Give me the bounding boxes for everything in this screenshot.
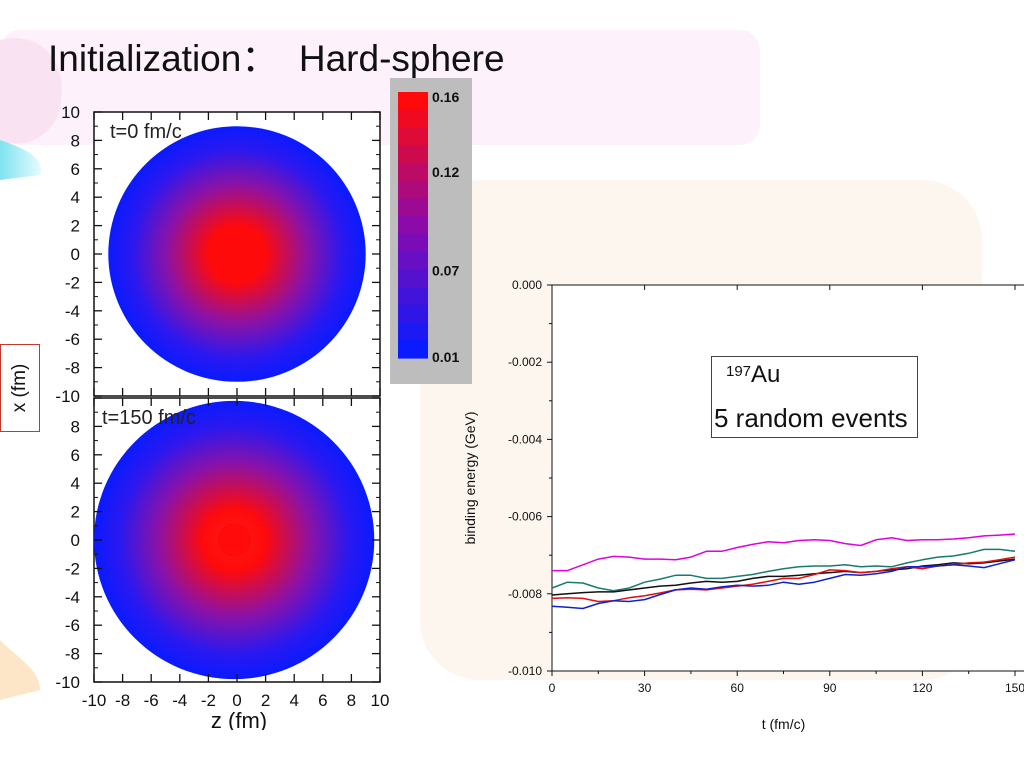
y-tick-label: -2 <box>65 273 80 292</box>
y-tick-label: 0 <box>71 531 80 550</box>
density-x-label: z (fm) <box>211 708 267 730</box>
series-line-5 <box>551 559 1016 610</box>
plot-area <box>552 285 1024 671</box>
x-tick-label: 60 <box>731 681 745 695</box>
x-tick-label: -6 <box>144 691 159 710</box>
panel-time-label: t=0 fm/c <box>110 121 182 143</box>
colorbar: 0.16 0.12 0.07 0.01 <box>390 78 472 384</box>
y-tick-label: -0.010 <box>508 664 542 678</box>
x-tick-label: 6 <box>318 691 327 710</box>
x-axis-label: t (fm/c) <box>762 716 806 732</box>
series-line-3 <box>551 558 1016 596</box>
y-tick-label: 8 <box>71 131 80 150</box>
y-tick-label: 10 <box>61 103 80 122</box>
series-line-2 <box>551 548 1016 592</box>
y-tick-label: -8 <box>65 645 80 664</box>
y-tick-label: -6 <box>65 330 80 349</box>
y-tick-label: -0.008 <box>508 587 542 601</box>
legend-nucleus: 197Au <box>726 361 780 389</box>
x-axis-fm-label-box: x (fm) <box>0 344 40 432</box>
y-tick-label: 2 <box>71 503 80 522</box>
colorbar-cell <box>398 127 428 146</box>
chart-legend: 197Au 5 random events <box>711 356 918 438</box>
colorbar-cell <box>398 180 428 199</box>
binding-energy-chart: 0.000 -0.002 -0.004 -0.006 -0.008 -0.010 0 30 60… <box>462 278 1024 732</box>
colorbar-cell <box>398 322 428 341</box>
density-core <box>217 523 251 557</box>
y-tick-label: -2 <box>65 559 80 578</box>
y-tick-label: 4 <box>71 188 80 207</box>
y-tick-label: 6 <box>71 446 80 465</box>
y-tick-label: -6 <box>65 616 80 635</box>
x-tick-label: 90 <box>823 681 837 695</box>
x-tick-label: 10 <box>371 691 390 710</box>
y-tick-label: 8 <box>71 417 80 436</box>
colorbar-tick-label: 0.16 <box>432 89 459 105</box>
colorbar-tick-label: 0.07 <box>432 263 459 279</box>
y-tick-label: -4 <box>65 588 80 607</box>
series-line-1 <box>552 533 1016 572</box>
density-core <box>221 238 253 270</box>
x-tick-label: -4 <box>172 691 187 710</box>
density-y-label: x (fm) <box>9 363 30 413</box>
y-tick-label: -0.002 <box>508 355 542 369</box>
panel-time-label: t=150 fm/c <box>102 407 196 429</box>
colorbar-cell <box>398 145 428 164</box>
colorbar-cell <box>398 287 428 306</box>
colorbar-cell <box>398 216 428 235</box>
colorbar-cell <box>398 304 428 324</box>
legend-mass-number: 197 <box>726 363 752 380</box>
y-tick-label: 6 <box>71 160 80 179</box>
y-tick-label: -10 <box>55 673 80 692</box>
colorbar-tick-label: 0.12 <box>432 164 459 180</box>
legend-events-text: 5 random events <box>714 403 908 433</box>
colorbar-cell <box>398 233 428 253</box>
x-tick-label: -10 <box>82 691 107 710</box>
x-tick-label: 0 <box>549 681 556 695</box>
y-tick-label: 4 <box>71 474 80 493</box>
y-tick-label: 0 <box>71 245 80 264</box>
x-tick-label: 30 <box>638 681 652 695</box>
colorbar-tick-label: 0.01 <box>432 349 459 365</box>
x-tick-label: -8 <box>115 691 130 710</box>
colorbar-cell <box>398 109 428 129</box>
left-orange-wave <box>0 640 40 700</box>
y-axis-label: binding energy (GeV) <box>462 411 478 544</box>
top-left-swirl <box>0 38 62 144</box>
x-tick-label: 8 <box>347 691 356 710</box>
legend-element-symbol: Au <box>751 361 781 388</box>
y-tick-label: 0.000 <box>512 278 542 292</box>
x-tick-label: -2 <box>201 691 216 710</box>
colorbar-cell <box>398 92 428 111</box>
y-tick-label: -0.004 <box>508 432 542 446</box>
colorbar-cell <box>398 340 428 359</box>
y-tick-label: -0.006 <box>508 510 542 524</box>
x-tick-label: 4 <box>289 691 298 710</box>
left-cyan-wave <box>0 140 41 180</box>
colorbar-cell <box>398 162 428 182</box>
y-tick-label: -10 <box>55 387 80 406</box>
y-tick-label: -8 <box>65 359 80 378</box>
colorbar-cell <box>398 269 428 288</box>
y-tick-label: 2 <box>71 217 80 236</box>
y-tick-label: -4 <box>65 302 80 321</box>
x-tick-label: 120 <box>912 681 932 695</box>
colorbar-cell <box>398 198 428 217</box>
x-tick-label: 150 <box>1005 681 1024 695</box>
colorbar-cell <box>398 251 428 270</box>
x-tick-label: 2 <box>261 691 270 710</box>
x-tick-label: 0 <box>232 691 241 710</box>
slide-title: Initialization： Hard-sphere <box>48 38 505 79</box>
